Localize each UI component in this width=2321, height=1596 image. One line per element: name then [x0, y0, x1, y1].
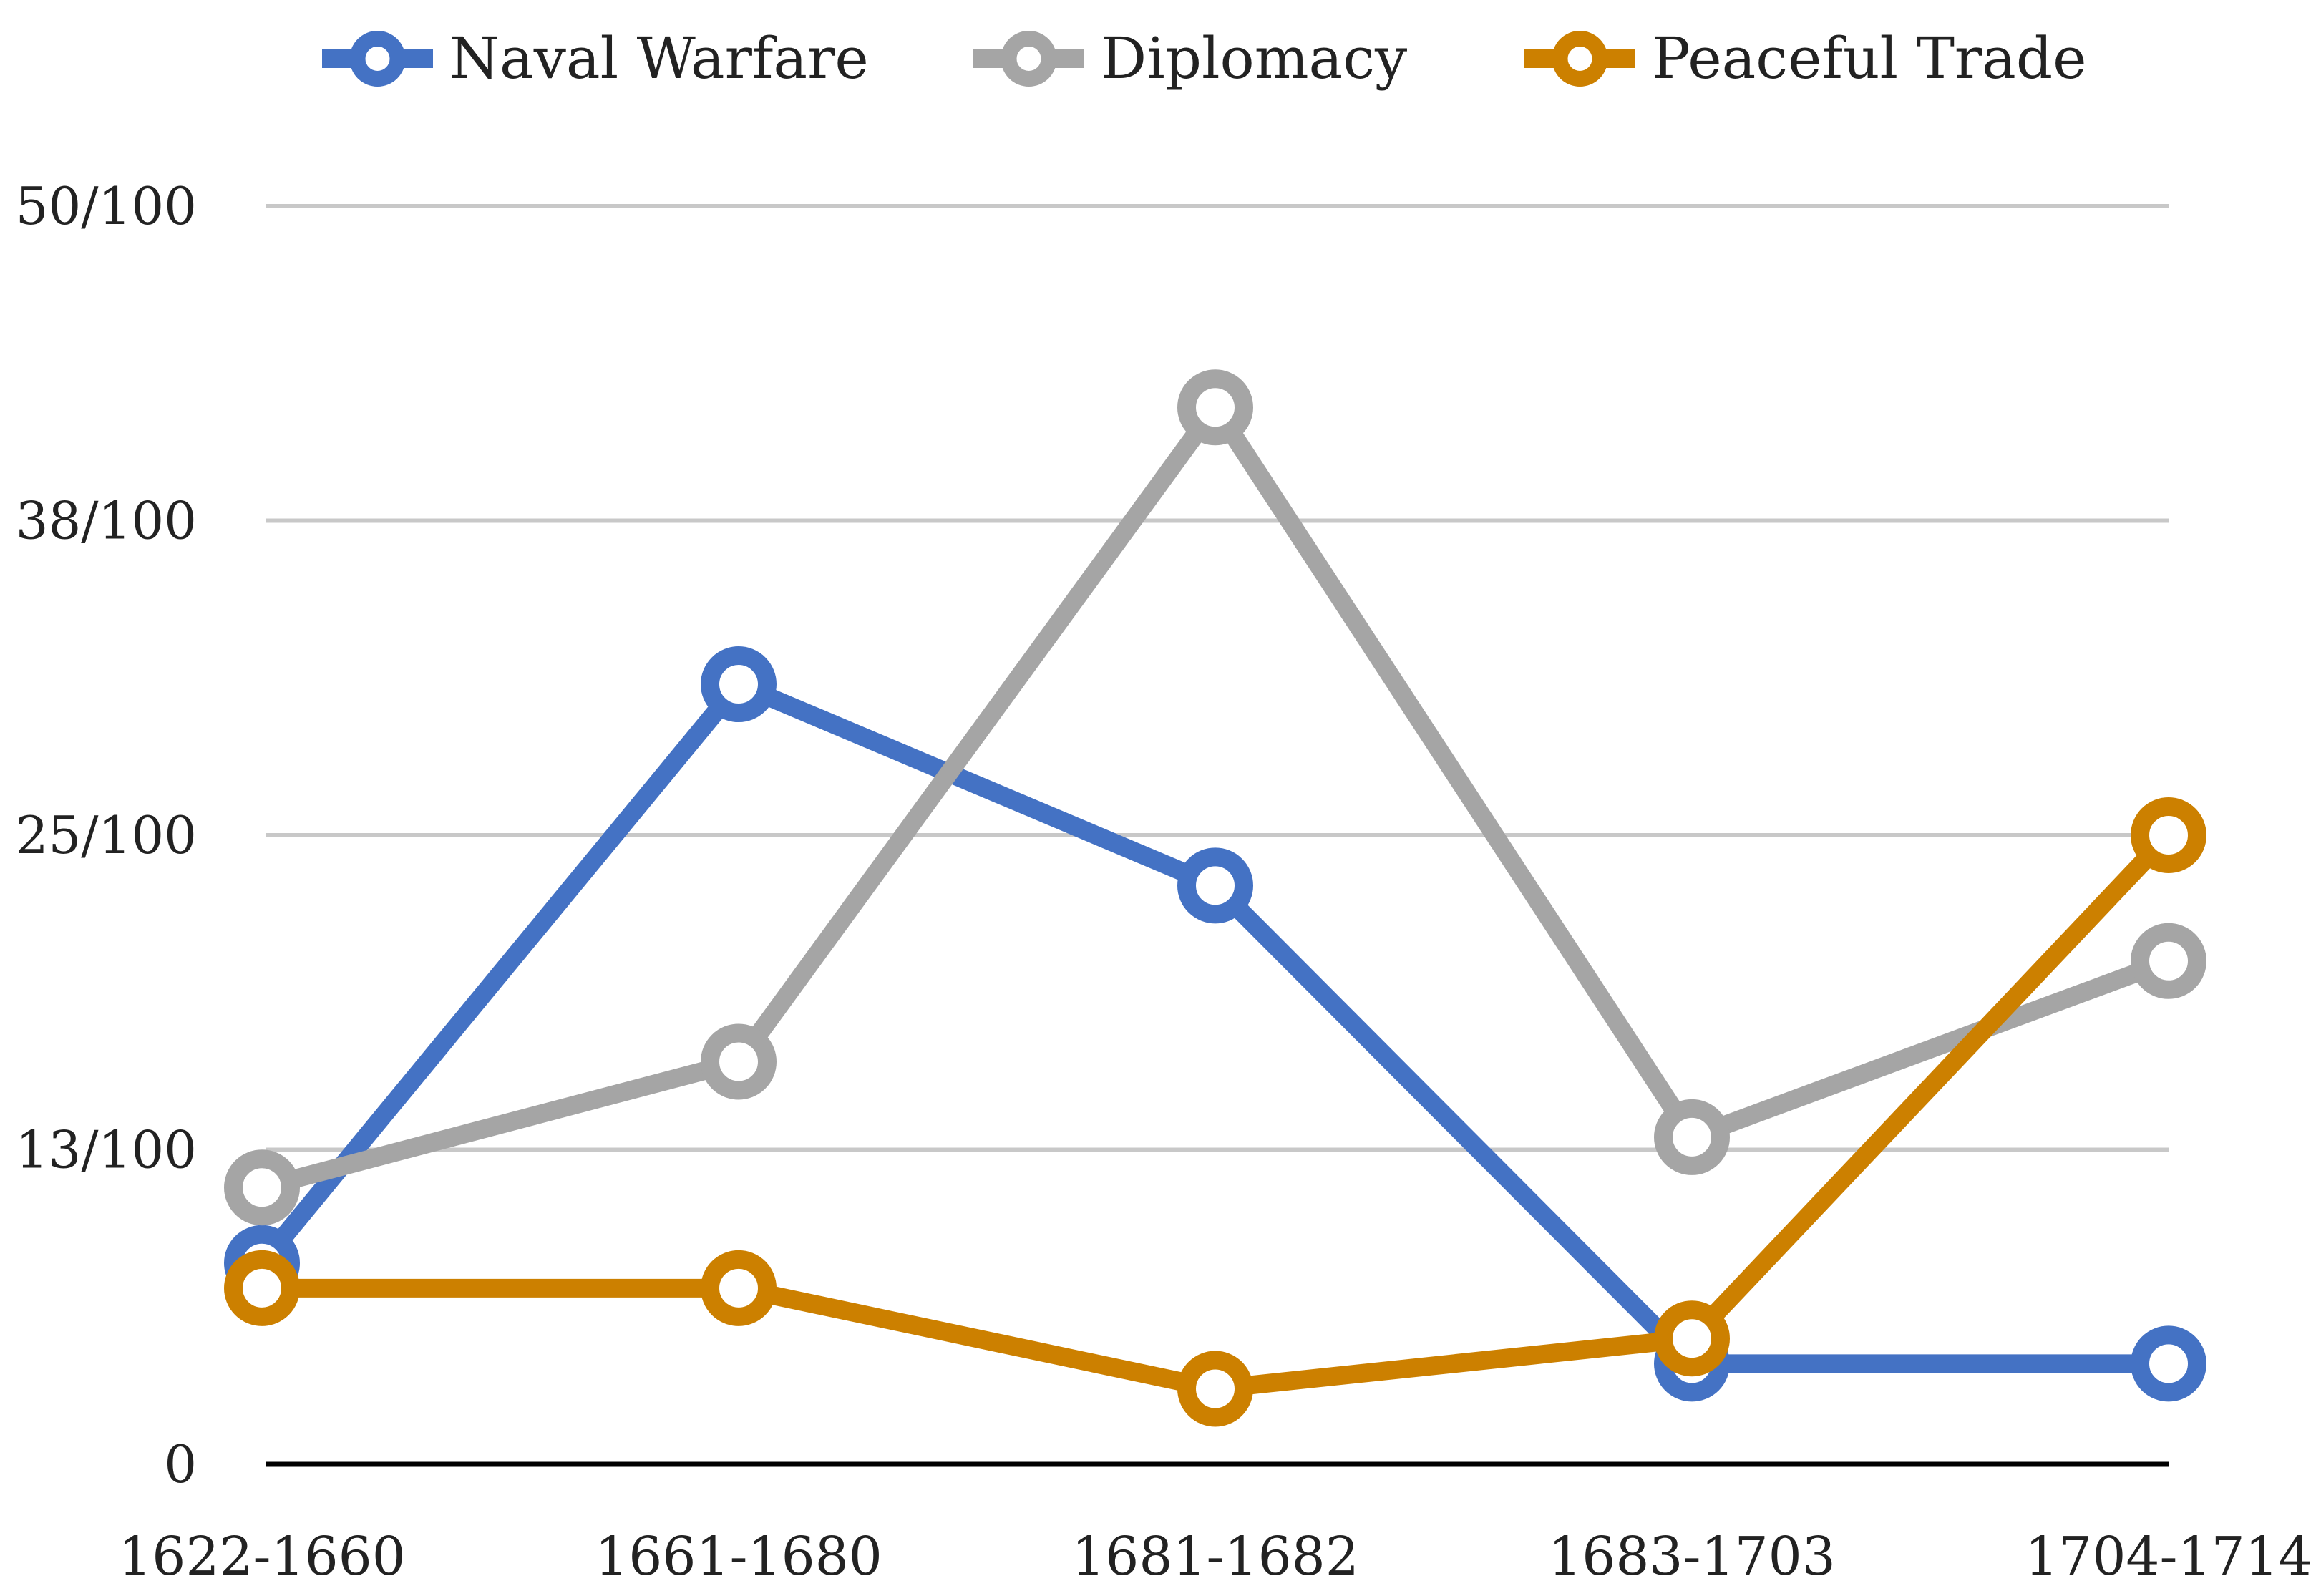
data-point — [2131, 1325, 2206, 1402]
x-tick-label: 1661-1680 — [595, 1526, 882, 1587]
legend: Naval Warfare Diplomacy Peaceful Trade — [322, 25, 2086, 92]
data-point — [701, 1023, 777, 1100]
data-point — [1654, 1300, 1730, 1377]
x-tick-label: 1622-1660 — [118, 1526, 406, 1587]
legend-entry: Naval Warfare — [322, 25, 869, 92]
gridlines — [266, 204, 2169, 1467]
legend-label: Diplomacy — [1101, 25, 1407, 92]
y-tick-label: 38/100 — [16, 491, 197, 551]
x-tick-label: 1681-1682 — [1071, 1526, 1359, 1587]
data-point — [1177, 369, 1253, 446]
legend-entry: Diplomacy — [973, 25, 1407, 92]
y-tick-label: 0 — [164, 1434, 197, 1494]
y-tick-label: 13/100 — [16, 1120, 197, 1180]
x-tick-label: 1704-1714 — [2025, 1526, 2312, 1587]
data-point — [701, 1250, 777, 1326]
series-line — [253, 675, 2178, 1373]
legend-marker-icon — [349, 31, 406, 87]
legend-entry: Peaceful Trade — [1524, 25, 2086, 92]
data-point — [701, 646, 777, 723]
legend-marker-icon — [1001, 31, 1057, 87]
y-axis-tick-labels: 0 13/100 25/100 38/100 50/100 — [16, 176, 197, 1494]
legend-marker-icon — [1552, 31, 1608, 87]
series-diplomacy — [224, 369, 2206, 1226]
series-layer — [224, 369, 2206, 1427]
y-tick-label: 25/100 — [16, 805, 197, 865]
series-line — [253, 398, 2178, 1197]
x-tick-label: 1683-1703 — [1548, 1526, 1836, 1587]
legend-label: Peaceful Trade — [1652, 25, 2086, 92]
data-point — [1177, 1351, 1253, 1427]
data-point — [1177, 847, 1253, 924]
y-tick-label: 50/100 — [16, 176, 197, 236]
data-point — [2131, 923, 2206, 999]
data-point — [224, 1149, 300, 1226]
data-point — [224, 1250, 300, 1326]
data-point — [2131, 797, 2206, 873]
x-axis-tick-labels: 1622-1660 1661-1680 1681-1682 1683-1703 1704… — [118, 1526, 2312, 1587]
legend-label: Naval Warfare — [449, 25, 869, 92]
series-peaceful-trade — [224, 797, 2206, 1427]
data-point — [1654, 1099, 1730, 1175]
